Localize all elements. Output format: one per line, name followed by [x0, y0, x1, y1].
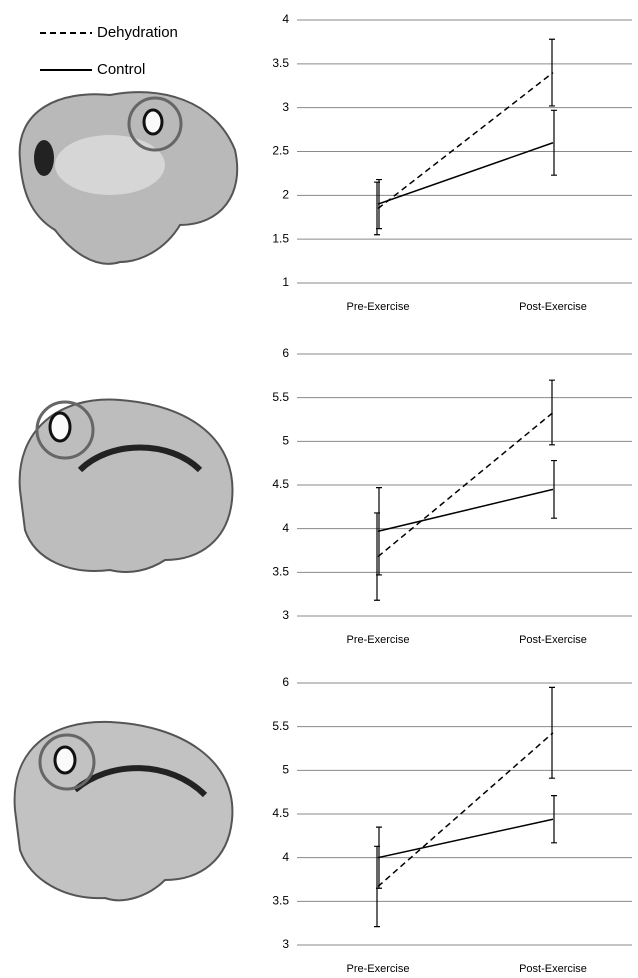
error-bar	[551, 795, 557, 844]
activation	[34, 140, 54, 176]
y-tick-label: 3.5	[272, 894, 289, 908]
legend-label: Control	[97, 61, 145, 78]
y-tick-label: 5.5	[272, 390, 289, 404]
y-tick-label: 6	[282, 675, 289, 689]
error-bar	[376, 826, 382, 889]
y-tick-label: 5.5	[272, 719, 289, 733]
error-bar	[376, 487, 382, 576]
activation	[48, 411, 72, 443]
roi-circle	[35, 400, 95, 460]
error-bar	[549, 686, 555, 779]
activation	[142, 108, 164, 136]
brain	[13, 720, 234, 902]
y-tick-label: 2	[282, 188, 289, 202]
activation	[53, 745, 77, 775]
y-tick-label: 4.5	[272, 477, 289, 491]
y-tick-label: 3	[282, 100, 289, 114]
roi-circle	[127, 96, 183, 152]
series-line	[377, 732, 554, 888]
x-tick-label: Pre-Exercise	[347, 634, 410, 646]
y-tick-label: 3.5	[272, 565, 289, 579]
x-tick-label: Post-Exercise	[519, 963, 587, 975]
y-tick-label: 6	[282, 346, 289, 360]
y-tick-label: 4	[282, 12, 289, 26]
y-tick-label: 3	[282, 608, 289, 622]
series-line	[377, 411, 554, 558]
error-bar	[376, 178, 382, 230]
error-bar	[549, 38, 555, 107]
y-tick-label: 4	[282, 850, 289, 864]
x-tick-label: Post-Exercise	[519, 634, 587, 646]
y-tick-label: 5	[282, 434, 289, 448]
x-tick-label: Pre-Exercise	[347, 963, 410, 975]
error-bar	[551, 459, 557, 519]
brain-image	[18, 398, 234, 573]
series-line	[377, 72, 554, 210]
series-line	[377, 488, 554, 533]
legend-label: Dehydration	[97, 24, 178, 41]
y-tick-label: 5	[282, 763, 289, 777]
brain-image	[18, 91, 239, 265]
y-tick-label: 3	[282, 937, 289, 951]
y-tick-label: 1.5	[272, 231, 289, 245]
y-tick-label: 2.5	[272, 144, 289, 158]
y-tick-label: 3.5	[272, 56, 289, 70]
brain-inner	[55, 135, 165, 195]
x-tick-label: Post-Exercise	[519, 301, 587, 313]
y-tick-label: 1	[282, 275, 289, 289]
roi-circle	[38, 733, 96, 791]
corpus-callosum	[77, 444, 203, 473]
series-line	[377, 142, 554, 205]
series-line	[377, 818, 554, 859]
x-tick-label: Pre-Exercise	[347, 301, 410, 313]
y-tick-label: 4.5	[272, 806, 289, 820]
error-bar	[549, 379, 555, 446]
brain	[18, 398, 234, 573]
brain-image	[13, 720, 234, 902]
brain-images	[13, 91, 239, 902]
y-tick-label: 4	[282, 521, 289, 535]
error-bar	[551, 109, 557, 176]
